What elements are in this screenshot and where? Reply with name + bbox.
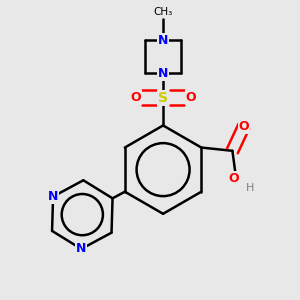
Text: O: O: [229, 172, 239, 185]
Text: O: O: [130, 91, 141, 104]
Text: H: H: [246, 183, 255, 194]
Text: CH₃: CH₃: [154, 7, 173, 16]
Text: N: N: [76, 242, 86, 256]
Text: N: N: [48, 190, 58, 203]
Text: N: N: [158, 67, 168, 80]
Text: N: N: [158, 34, 168, 47]
Text: O: O: [238, 120, 249, 133]
Text: S: S: [158, 91, 168, 105]
Text: O: O: [186, 91, 196, 104]
